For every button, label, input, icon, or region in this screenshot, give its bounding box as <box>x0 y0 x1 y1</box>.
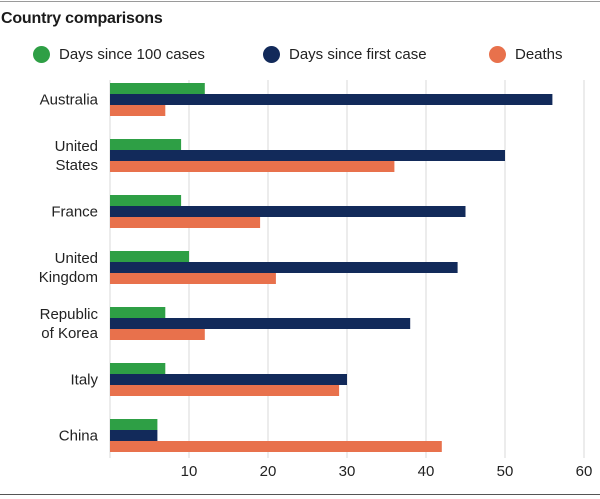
legend-item-deaths: Deaths <box>489 46 563 63</box>
x-tick-label: 20 <box>260 463 277 480</box>
legend-swatch-navy <box>263 46 280 63</box>
legend: Days since 100 cases Days since first ca… <box>0 46 600 72</box>
category-label: of Korea <box>41 325 98 342</box>
bar-deaths <box>110 385 340 396</box>
legend-label: Days since first case <box>289 46 427 63</box>
bar-days-since-first-case <box>110 150 505 161</box>
bar-days-since-first-case <box>110 206 466 217</box>
bottom-rule <box>0 494 600 495</box>
category-label: States <box>55 157 98 174</box>
legend-item-days-since-first-case: Days since first case <box>263 46 427 63</box>
bar-deaths <box>110 161 395 172</box>
bar-days-since-100-cases <box>110 307 166 318</box>
category-label: France <box>51 204 98 221</box>
category-label: United <box>55 250 98 267</box>
x-tick-label: 40 <box>418 463 435 480</box>
bar-deaths <box>110 441 442 452</box>
legend-label: Days since 100 cases <box>59 46 205 63</box>
x-tick-label: 10 <box>181 463 198 480</box>
category-label: Kingdom <box>39 269 98 286</box>
bar-days-since-100-cases <box>110 363 166 374</box>
category-label: Republic <box>40 306 99 323</box>
bar-days-since-100-cases <box>110 195 182 206</box>
category-label: Australia <box>40 92 99 109</box>
bar-days-since-first-case <box>110 262 458 273</box>
bar-deaths <box>110 105 166 116</box>
bar-deaths <box>110 273 276 284</box>
bar-days-since-first-case <box>110 94 553 105</box>
top-rule <box>0 1 600 2</box>
x-tick-label: 50 <box>497 463 514 480</box>
bar-days-since-100-cases <box>110 251 189 262</box>
category-label: United <box>55 138 98 155</box>
bar-days-since-100-cases <box>110 139 182 150</box>
legend-swatch-orange <box>489 46 506 63</box>
category-label: China <box>59 428 99 445</box>
bar-days-since-100-cases <box>110 83 205 94</box>
legend-label: Deaths <box>515 46 563 63</box>
chart-title: Country comparisons <box>1 10 163 27</box>
x-tick-label: 60 <box>576 463 593 480</box>
legend-item-days-since-100-cases: Days since 100 cases <box>33 46 205 63</box>
bar-deaths <box>110 329 205 340</box>
bar-days-since-first-case <box>110 318 411 329</box>
bar-deaths <box>110 217 261 228</box>
x-tick-label: 30 <box>339 463 356 480</box>
category-label: Italy <box>70 372 98 389</box>
legend-swatch-green <box>33 46 50 63</box>
bar-days-since-100-cases <box>110 419 158 430</box>
bar-days-since-first-case <box>110 430 158 441</box>
bar-days-since-first-case <box>110 374 347 385</box>
